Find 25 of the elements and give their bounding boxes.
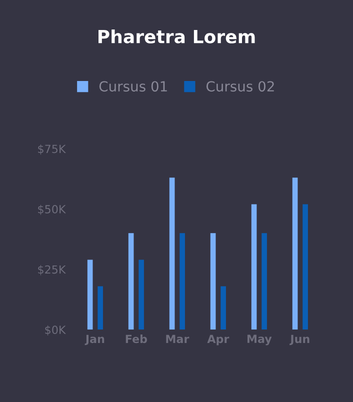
x-tick-label: Jun <box>290 334 310 346</box>
x-tick-label: Apr <box>207 334 230 346</box>
x-tick-label: Feb <box>126 334 148 344</box>
bar <box>302 204 308 330</box>
legend-label: Cursus 01 <box>99 81 167 92</box>
bar <box>128 233 134 330</box>
y-tick-label: $75K <box>38 144 66 155</box>
bar <box>169 178 175 330</box>
x-tick-label: May <box>247 334 272 346</box>
bar <box>262 233 267 330</box>
chart-title: Pharetra Lorem <box>98 29 255 44</box>
x-tick-label: Mar <box>166 334 190 344</box>
y-tick-label: $50K <box>38 204 66 215</box>
bar <box>251 204 257 330</box>
bar <box>220 286 226 330</box>
bar <box>180 233 185 330</box>
x-tick-label: Jan <box>84 334 104 346</box>
bar <box>210 233 216 330</box>
y-tick-label: $0K <box>45 325 66 336</box>
bar <box>98 286 103 330</box>
bar <box>292 178 298 330</box>
y-tick-label: $25K <box>38 265 66 276</box>
legend-label: Cursus 02 <box>206 81 274 92</box>
bar <box>138 260 144 330</box>
bar <box>87 260 93 330</box>
